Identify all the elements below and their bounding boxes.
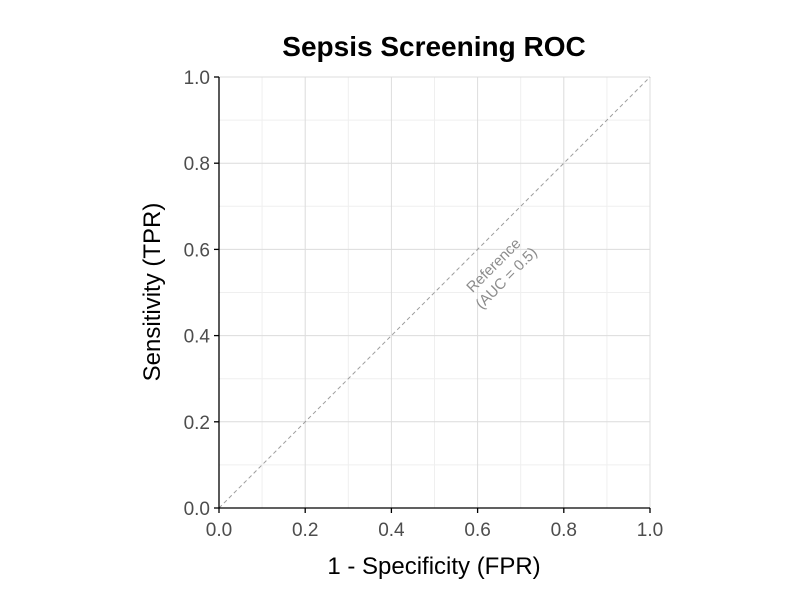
y-tick-label: 0.4 — [184, 327, 211, 348]
y-axis-title: Sensitivity (TPR) — [139, 203, 166, 382]
x-tick-label: 0.2 — [292, 520, 318, 541]
y-tick-label: 0.8 — [184, 154, 210, 175]
x-axis-title: 1 - Specificity (FPR) — [327, 553, 540, 580]
y-tick-label: 0.0 — [184, 499, 210, 520]
reference-annotation: Reference(AUC = 0.5) — [463, 235, 540, 312]
y-tick-label: 0.2 — [184, 413, 210, 434]
x-tick-label: 0.0 — [206, 520, 232, 541]
y-tick-label: 0.6 — [184, 240, 210, 261]
x-tick-label: 0.8 — [551, 520, 577, 541]
reference-line — [218, 76, 651, 509]
series-layer — [218, 76, 651, 509]
annotation-layer: Reference(AUC = 0.5) — [463, 235, 540, 312]
x-tick-label: 0.6 — [464, 520, 490, 541]
chart-title: Sepsis Screening ROC — [282, 31, 585, 62]
x-tick-label: 1.0 — [637, 520, 663, 541]
y-tick-label: 1.0 — [184, 68, 210, 89]
x-tick-label: 0.4 — [378, 520, 405, 541]
x-axis-ticks: 0.0 0.2 0.4 0.6 0.8 1.0 — [206, 508, 663, 541]
y-axis-ticks: 0.0 0.2 0.4 0.6 0.8 1.0 — [184, 68, 219, 520]
